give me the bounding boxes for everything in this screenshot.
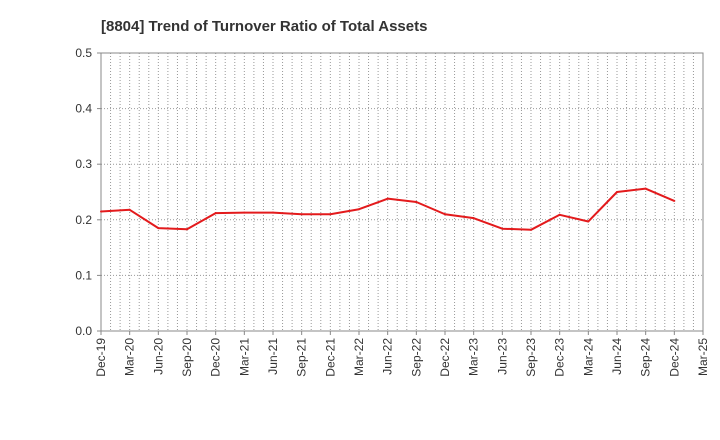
y-tick-label: 0.5 [75, 46, 92, 60]
x-tick-label: Mar-25 [696, 338, 710, 376]
data-point [243, 211, 246, 214]
chart-title: [8804] Trend of Turnover Ratio of Total … [101, 18, 427, 35]
data-point [100, 210, 102, 213]
x-tick-label: Sep-24 [639, 338, 653, 377]
data-point [300, 213, 303, 216]
x-tick-label: Mar-22 [352, 338, 366, 376]
data-point [444, 213, 446, 216]
y-axis: 0.0 0.1 0.2 0.3 0.4 0.5 [75, 46, 101, 338]
data-point [587, 220, 590, 223]
x-tick-label: Dec-22 [438, 338, 452, 377]
x-tick-label: Mar-24 [581, 338, 595, 376]
plot-area [100, 52, 704, 332]
x-tick-label: Mar-21 [237, 338, 251, 376]
data-point [214, 212, 217, 215]
data-point [186, 228, 188, 231]
x-tick-label: Sep-20 [180, 338, 194, 377]
data-point [558, 213, 561, 216]
data-point [358, 208, 360, 211]
data-point [128, 208, 131, 211]
y-tick-label: 0.4 [75, 102, 92, 116]
x-tick-label: Sep-22 [409, 338, 423, 377]
x-tick-label: Jun-23 [495, 338, 509, 375]
x-axis: Dec-19 Mar-20 Jun-20 Sep-20 Dec-20 Mar-21 Jun-… [94, 331, 710, 377]
data-point [616, 191, 618, 193]
data-point [673, 199, 676, 202]
x-tick-label: Dec-21 [323, 338, 337, 377]
series-layer [100, 187, 676, 231]
x-tick-label: Jun-24 [610, 338, 624, 375]
data-point [644, 187, 647, 190]
x-tick-label: Dec-23 [553, 338, 567, 377]
x-tick-label: Jun-20 [151, 338, 165, 375]
data-point [386, 197, 389, 200]
data-point [157, 227, 160, 230]
data-point [530, 228, 532, 231]
x-tick-label: Sep-23 [524, 338, 538, 377]
x-tick-label: Jun-22 [381, 338, 395, 375]
x-tick-label: Sep-21 [295, 338, 309, 377]
y-tick-label: 0.3 [75, 157, 92, 171]
data-point [329, 213, 332, 216]
y-tick-label: 0.1 [75, 268, 92, 282]
x-tick-label: Dec-20 [209, 338, 223, 377]
x-tick-label: Dec-24 [667, 338, 681, 377]
data-point [472, 217, 475, 220]
x-tick-label: Mar-20 [123, 338, 137, 376]
x-tick-label: Mar-23 [467, 338, 481, 376]
x-tick-label: Dec-19 [94, 338, 108, 377]
y-tick-label: 0.0 [75, 324, 92, 338]
grid [101, 53, 703, 331]
x-tick-label: Jun-21 [266, 338, 280, 375]
data-point [272, 211, 274, 214]
y-tick-label: 0.2 [75, 213, 92, 227]
data-point [415, 201, 418, 204]
data-point [501, 227, 504, 230]
